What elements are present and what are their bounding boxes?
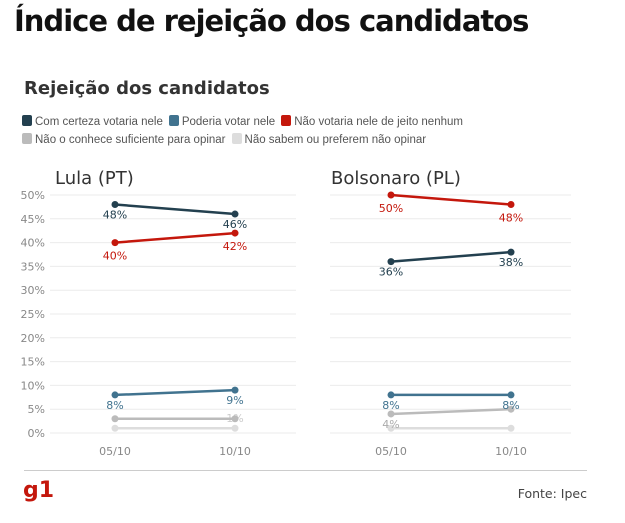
series-line bbox=[114, 231, 236, 244]
data-point bbox=[231, 210, 239, 218]
data-point bbox=[231, 386, 239, 394]
legend-item: Não votaria nele de jeito nenhum bbox=[281, 113, 463, 131]
chart: Lula (PT) 50% 45% 40% 35% 30% 25% 20% 15% 10% 5% 0%… bbox=[21, 168, 571, 458]
legend: Com certeza votaria nele Poderia votar ne… bbox=[22, 113, 622, 149]
y-tick-label: 15% bbox=[21, 356, 45, 369]
data-point bbox=[111, 391, 119, 399]
data-point bbox=[231, 424, 239, 432]
data-label: 8% bbox=[502, 399, 519, 412]
series-line bbox=[114, 203, 236, 216]
data-label: 48% bbox=[103, 209, 127, 222]
y-tick-label: 40% bbox=[21, 237, 45, 250]
panel-title: Bolsonaro (PL) bbox=[331, 168, 461, 189]
source-text: Fonte: Ipec bbox=[517, 486, 587, 501]
data-point bbox=[507, 405, 515, 413]
data-label: 8% bbox=[106, 399, 123, 412]
x-tick-label: 10/10 bbox=[219, 445, 251, 458]
data-point bbox=[387, 391, 395, 399]
data-point bbox=[111, 424, 119, 432]
data-point bbox=[111, 239, 119, 247]
data-point bbox=[507, 424, 515, 432]
data-point bbox=[507, 201, 515, 209]
data-point bbox=[231, 229, 239, 237]
g1-logo: g1 bbox=[23, 478, 55, 503]
data-label: 40% bbox=[103, 250, 127, 263]
data-point bbox=[387, 191, 395, 199]
data-point bbox=[507, 391, 515, 399]
chart-subtitle: Rejeição dos candidatos bbox=[24, 78, 270, 99]
footer-divider bbox=[24, 470, 587, 471]
data-label: 8% bbox=[382, 399, 399, 412]
data-label: 50% bbox=[379, 202, 403, 215]
x-tick-label: 10/10 bbox=[495, 445, 527, 458]
data-point bbox=[507, 248, 515, 256]
series-line bbox=[390, 407, 512, 416]
legend-swatch bbox=[22, 133, 32, 144]
legend-label: Com certeza votaria nele bbox=[35, 116, 163, 128]
data-label: 9% bbox=[226, 394, 243, 407]
data-label: 4% bbox=[382, 418, 399, 431]
x-tick-label: 05/10 bbox=[99, 445, 131, 458]
panel-title: Lula (PT) bbox=[55, 168, 134, 189]
legend-label: Não o conhece suficiente para opinar bbox=[35, 134, 226, 146]
y-tick-label: 45% bbox=[21, 213, 45, 226]
page-title: Índice de rejeição dos candidatos bbox=[14, 4, 529, 38]
data-point bbox=[231, 415, 239, 423]
y-tick-label: 30% bbox=[21, 284, 45, 297]
series-line bbox=[114, 388, 236, 397]
legend-swatch bbox=[281, 115, 292, 126]
legend-item: Não o conhece suficiente para opinar bbox=[22, 131, 226, 149]
legend-swatch bbox=[168, 115, 179, 126]
data-point bbox=[387, 410, 395, 418]
series-line bbox=[390, 250, 512, 263]
legend-label: Não sabem ou preferem não opinar bbox=[244, 134, 427, 146]
y-tick-label: 5% bbox=[28, 403, 45, 416]
data-point bbox=[111, 415, 119, 423]
data-point bbox=[111, 201, 119, 209]
legend-item: Com certeza votaria nele bbox=[22, 113, 163, 131]
data-label: 36% bbox=[379, 266, 403, 279]
legend-swatch bbox=[22, 115, 32, 126]
legend-item: Não sabem ou preferem não opinar bbox=[231, 131, 427, 149]
data-label: 48% bbox=[499, 212, 523, 225]
legend-item: Poderia votar nele bbox=[168, 113, 276, 131]
y-tick-label: 35% bbox=[21, 260, 45, 273]
data-label: 42% bbox=[223, 240, 247, 253]
legend-swatch bbox=[231, 133, 242, 144]
series-line bbox=[390, 193, 512, 206]
legend-label: Poderia votar nele bbox=[181, 116, 276, 128]
y-tick-label: 10% bbox=[21, 379, 45, 392]
data-point bbox=[387, 424, 395, 432]
x-tick-label: 05/10 bbox=[375, 445, 407, 458]
data-label: 38% bbox=[499, 256, 523, 269]
y-tick-label: 0% bbox=[28, 427, 45, 440]
data-point bbox=[387, 258, 395, 266]
y-tick-label: 25% bbox=[21, 308, 45, 321]
y-tick-label: 50% bbox=[21, 189, 45, 202]
y-tick-label: 20% bbox=[21, 332, 45, 345]
legend-label: Não votaria nele de jeito nenhum bbox=[294, 116, 463, 128]
data-label: 46% bbox=[223, 218, 247, 231]
